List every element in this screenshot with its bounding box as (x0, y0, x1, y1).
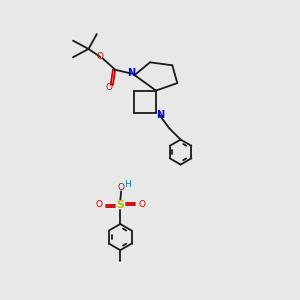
Text: S: S (116, 200, 124, 210)
Text: N: N (156, 110, 164, 120)
Text: O: O (95, 200, 102, 209)
Text: H: H (124, 180, 131, 189)
Text: O: O (106, 83, 113, 92)
Text: O: O (96, 52, 103, 61)
Text: O: O (138, 200, 145, 209)
Text: N: N (128, 68, 136, 78)
Text: O: O (117, 183, 124, 192)
